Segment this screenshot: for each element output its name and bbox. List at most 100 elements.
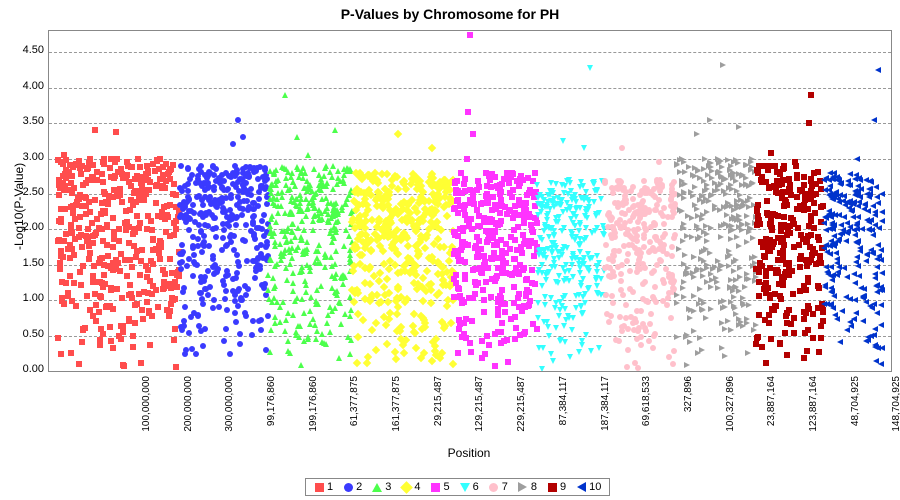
data-point <box>283 317 289 323</box>
data-point <box>297 323 303 329</box>
data-point <box>647 321 653 327</box>
data-point <box>389 183 395 189</box>
data-point <box>237 331 243 337</box>
data-point <box>763 280 769 286</box>
data-point <box>102 281 108 287</box>
data-point <box>750 235 756 241</box>
data-point <box>567 180 573 186</box>
data-point <box>843 294 849 300</box>
data-point <box>578 303 584 309</box>
data-point <box>874 256 880 262</box>
data-point <box>195 176 201 182</box>
legend-swatch-icon <box>431 482 441 492</box>
data-point <box>318 187 324 193</box>
data-point <box>536 248 542 254</box>
data-point <box>420 189 426 195</box>
data-point <box>707 250 713 256</box>
legend-label: 2 <box>356 481 362 493</box>
data-point <box>372 231 378 237</box>
data-point <box>691 328 697 334</box>
data-point <box>429 145 435 151</box>
data-point <box>677 207 683 213</box>
data-point <box>311 205 317 211</box>
data-point <box>289 211 295 217</box>
legend-item: 10 <box>576 481 601 493</box>
data-point <box>654 202 660 208</box>
data-point <box>742 284 748 290</box>
data-point <box>268 190 274 196</box>
data-point <box>279 194 285 200</box>
data-point <box>91 263 97 269</box>
data-point <box>545 192 551 198</box>
data-point <box>330 210 336 216</box>
data-point <box>716 160 722 166</box>
x-tick-label: 23,887,164 <box>766 376 777 446</box>
data-point <box>365 173 371 179</box>
data-point <box>224 214 230 220</box>
data-point <box>268 327 274 333</box>
data-point <box>794 194 800 200</box>
legend-label: 5 <box>444 481 450 493</box>
data-point <box>502 309 508 315</box>
data-point <box>622 211 628 217</box>
data-point <box>214 204 220 210</box>
data-point <box>596 345 602 351</box>
data-point <box>351 299 357 305</box>
data-point <box>784 320 790 326</box>
data-point <box>431 223 437 229</box>
data-point <box>110 345 116 351</box>
data-point <box>139 307 145 313</box>
data-point <box>235 117 241 123</box>
data-point <box>432 193 438 199</box>
data-point <box>746 276 752 282</box>
data-point <box>821 301 827 307</box>
data-point <box>207 284 213 290</box>
data-point <box>836 177 842 183</box>
data-point <box>354 360 360 366</box>
data-point <box>530 321 536 327</box>
data-point <box>706 198 712 204</box>
data-point <box>676 246 682 252</box>
data-point <box>340 281 346 287</box>
data-point <box>785 228 791 234</box>
data-point <box>632 316 638 322</box>
data-point <box>661 205 667 211</box>
data-point <box>454 294 460 300</box>
data-point <box>870 203 876 209</box>
data-point <box>792 159 798 165</box>
data-point <box>75 195 81 201</box>
data-point <box>260 174 266 180</box>
data-point <box>139 247 145 253</box>
legend-item: 5 <box>431 481 450 493</box>
data-point <box>243 173 249 179</box>
data-point <box>440 282 446 288</box>
data-point <box>731 268 737 274</box>
data-point <box>625 227 631 233</box>
data-point <box>804 263 810 269</box>
data-point <box>367 281 373 287</box>
data-point <box>93 302 99 308</box>
data-point <box>798 232 804 238</box>
data-point <box>674 292 680 298</box>
data-point <box>384 341 390 347</box>
data-point <box>173 364 179 370</box>
data-point <box>76 361 82 367</box>
data-point <box>387 207 393 213</box>
data-point <box>837 192 843 198</box>
data-point <box>58 351 64 357</box>
data-point <box>619 145 625 151</box>
data-point <box>852 192 858 198</box>
data-point <box>453 190 459 196</box>
data-point <box>811 225 817 231</box>
data-point <box>668 315 674 321</box>
data-point <box>282 247 288 253</box>
data-point <box>63 280 69 286</box>
data-point <box>338 321 344 327</box>
data-point <box>446 258 452 264</box>
data-point <box>283 175 289 181</box>
data-point <box>535 201 541 207</box>
data-point <box>472 266 478 272</box>
data-point <box>796 242 802 248</box>
data-point <box>773 270 779 276</box>
data-point <box>481 253 487 259</box>
